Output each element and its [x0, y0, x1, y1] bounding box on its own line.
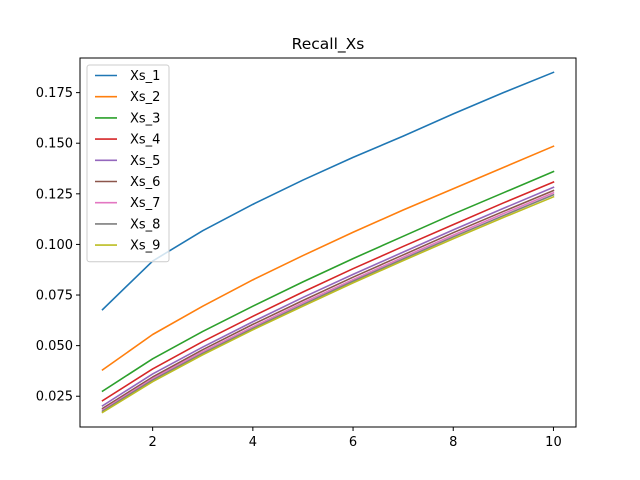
y-tick-label: 0.025 [36, 390, 73, 405]
series-line-xs-5 [101, 186, 555, 407]
y-tick-label: 0.050 [36, 339, 73, 354]
series-line-xs-2 [101, 145, 555, 372]
y-tick-label: 0.075 [36, 289, 73, 304]
chart-title: Recall_Xs [292, 35, 365, 54]
series-layer [101, 71, 555, 414]
x-tick-label: 4 [249, 435, 257, 450]
legend-label-xs-6: Xs_6 [130, 175, 160, 190]
x-tick-label: 8 [449, 435, 457, 450]
legend-label-xs-5: Xs_5 [130, 154, 160, 169]
legend-label-xs-8: Xs_8 [130, 217, 160, 232]
legend-label-xs-1: Xs_1 [130, 69, 160, 84]
legend-label-xs-3: Xs_3 [130, 111, 160, 126]
plot-frame [79, 57, 577, 428]
x-tick-label: 2 [149, 435, 157, 450]
legend-label-xs-7: Xs_7 [130, 196, 160, 211]
legend-label-xs-2: Xs_2 [130, 90, 160, 105]
series-line-xs-7 [101, 191, 555, 412]
legend-label-xs-4: Xs_4 [130, 133, 160, 148]
legend-label-xs-9: Xs_9 [130, 239, 160, 254]
y-tick-label: 0.175 [36, 86, 73, 101]
legend-box [86, 64, 170, 263]
series-line-xs-6 [101, 189, 555, 410]
series-line-xs-8 [101, 193, 555, 413]
axes-layer: 2 4 6 8 10 0.025 0.050 0.075 0.100 0.125 0.150 0.17… [36, 57, 577, 450]
series-line-xs-1 [101, 71, 555, 311]
series-line-xs-9 [101, 195, 555, 414]
y-tick-label: 0.100 [36, 238, 73, 253]
y-tick-label: 0.150 [36, 137, 73, 152]
x-tick-label: 6 [349, 435, 357, 450]
series-line-xs-3 [101, 170, 555, 393]
series-line-xs-4 [101, 181, 555, 402]
y-tick-label: 0.125 [36, 187, 73, 202]
legend: Xs_1 Xs_2 Xs_3 Xs_4 Xs_5 Xs_6 Xs_7 Xs_8 Xs_9 [86, 64, 170, 263]
x-tick-label: 10 [545, 435, 562, 450]
